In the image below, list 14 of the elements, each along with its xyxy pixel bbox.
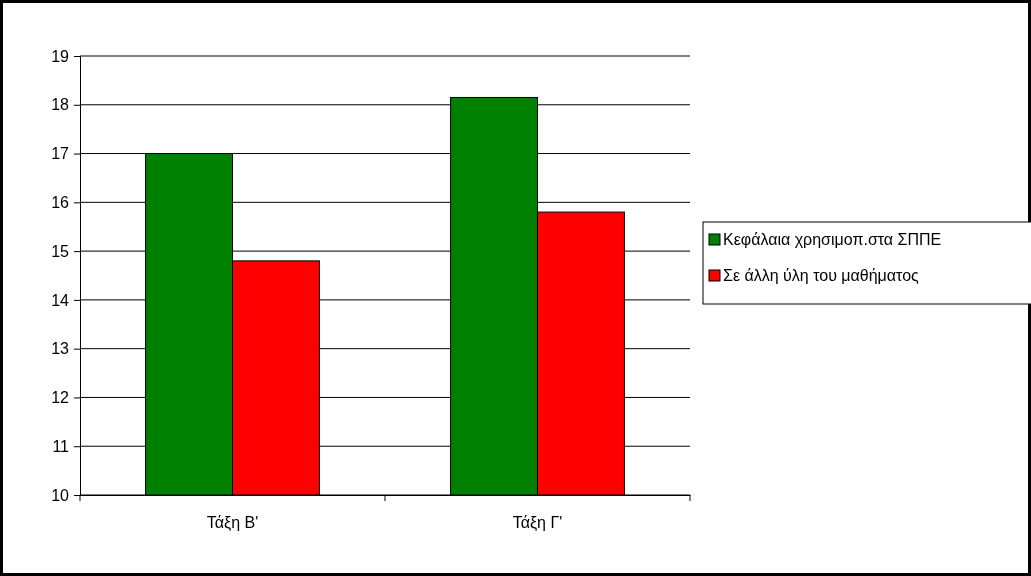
x-tick-label: Τάξη Β': [206, 514, 259, 533]
y-tick-label: 10: [51, 486, 70, 504]
x-tick-label: Τάξη Γ': [512, 514, 563, 533]
y-tick-label: 13: [51, 340, 70, 358]
y-tick-label: 16: [51, 193, 70, 211]
y-tick-label: 15: [51, 242, 70, 260]
legend-label: Σε άλλη ύλη του μαθήματος: [723, 267, 920, 284]
y-tick-label: 14: [51, 291, 70, 309]
y-tick-label: 18: [51, 96, 70, 114]
y-tick-label: 12: [51, 389, 70, 407]
y-tick-label: 11: [52, 437, 70, 455]
y-tick-label: 17: [51, 145, 70, 163]
legend-label: Κεφάλαια χρησιμοπ.στα ΣΠΠΕ: [723, 231, 942, 248]
y-tick-label: 19: [51, 47, 70, 65]
